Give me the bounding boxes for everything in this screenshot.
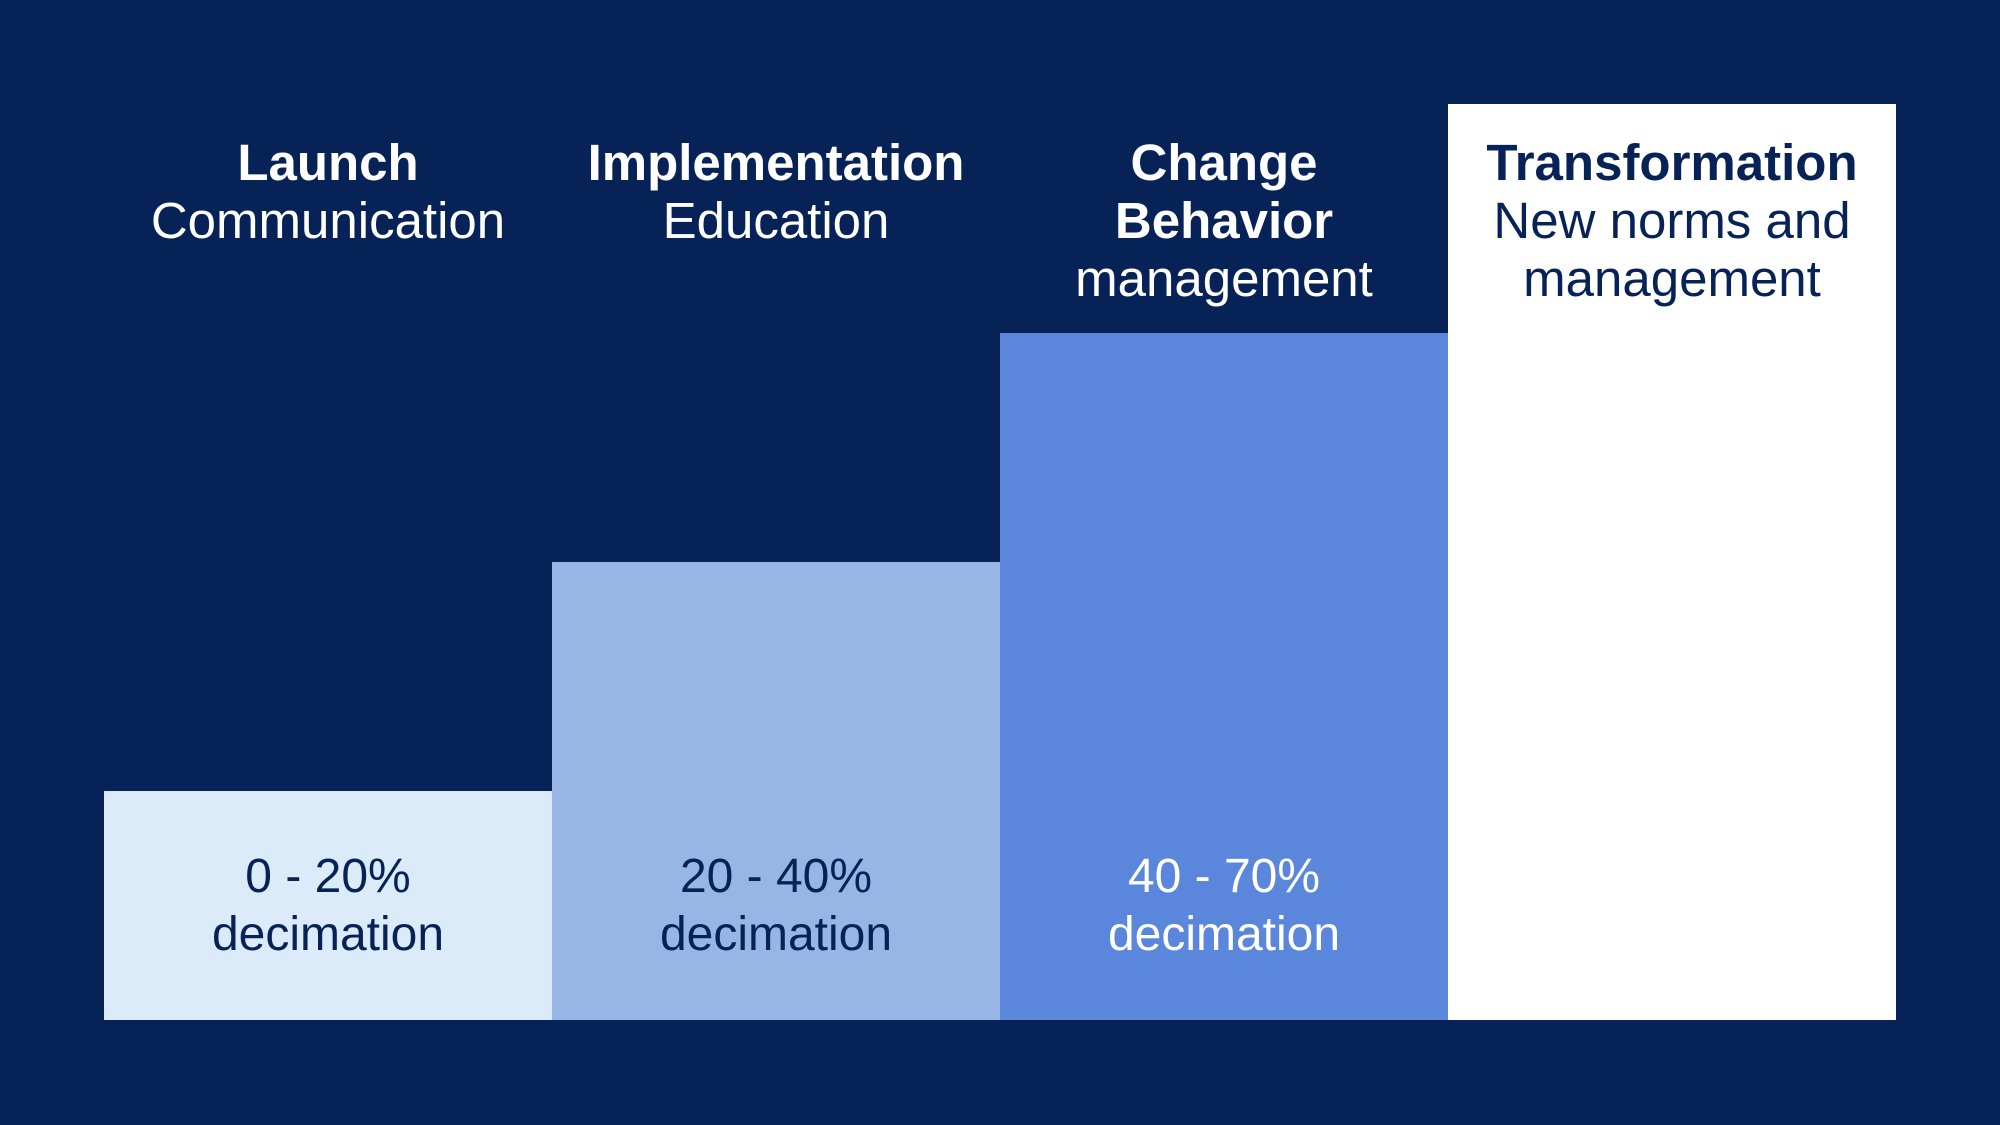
stage-1-heading: Launch Communication bbox=[104, 134, 552, 250]
stage-2-value: 20 - 40% decimation bbox=[552, 848, 1000, 964]
stage-1-range: 0 - 20% bbox=[245, 850, 411, 903]
stage-3-unit: decimation bbox=[1107, 908, 1341, 961]
stage-2-block bbox=[552, 562, 1000, 1020]
stage-1-title: Launch bbox=[237, 134, 419, 191]
stage-3-range: 40 - 70% bbox=[1127, 850, 1321, 903]
stage-3-title: Change Behavior bbox=[1114, 134, 1334, 249]
stage-2-subtitle: Education bbox=[662, 192, 890, 249]
stage-2-range: 20 - 40% bbox=[679, 850, 873, 903]
stage-4-title: Transformation bbox=[1486, 134, 1858, 191]
stage-1-subtitle: Communication bbox=[150, 192, 506, 249]
stage-2-heading: Implementation Education bbox=[552, 134, 1000, 250]
stage-1-block bbox=[104, 791, 552, 1020]
stage-4-block bbox=[1448, 104, 1896, 1020]
stage-4-subtitle: New norms and management bbox=[1493, 192, 1851, 307]
stage-1-value: 0 - 20% decimation bbox=[104, 848, 552, 964]
stage-4-heading: Transformation New norms and management bbox=[1448, 134, 1896, 308]
stage-3-subtitle: management bbox=[1075, 250, 1373, 307]
stage-2-title: Implementation bbox=[587, 134, 965, 191]
stage-3-block bbox=[1000, 333, 1448, 1020]
stage-3-value: 40 - 70% decimation bbox=[1000, 848, 1448, 964]
stage-1-unit: decimation bbox=[211, 908, 445, 961]
stage-3-heading: Change Behavior management bbox=[1000, 134, 1448, 308]
stage-2-unit: decimation bbox=[659, 908, 893, 961]
